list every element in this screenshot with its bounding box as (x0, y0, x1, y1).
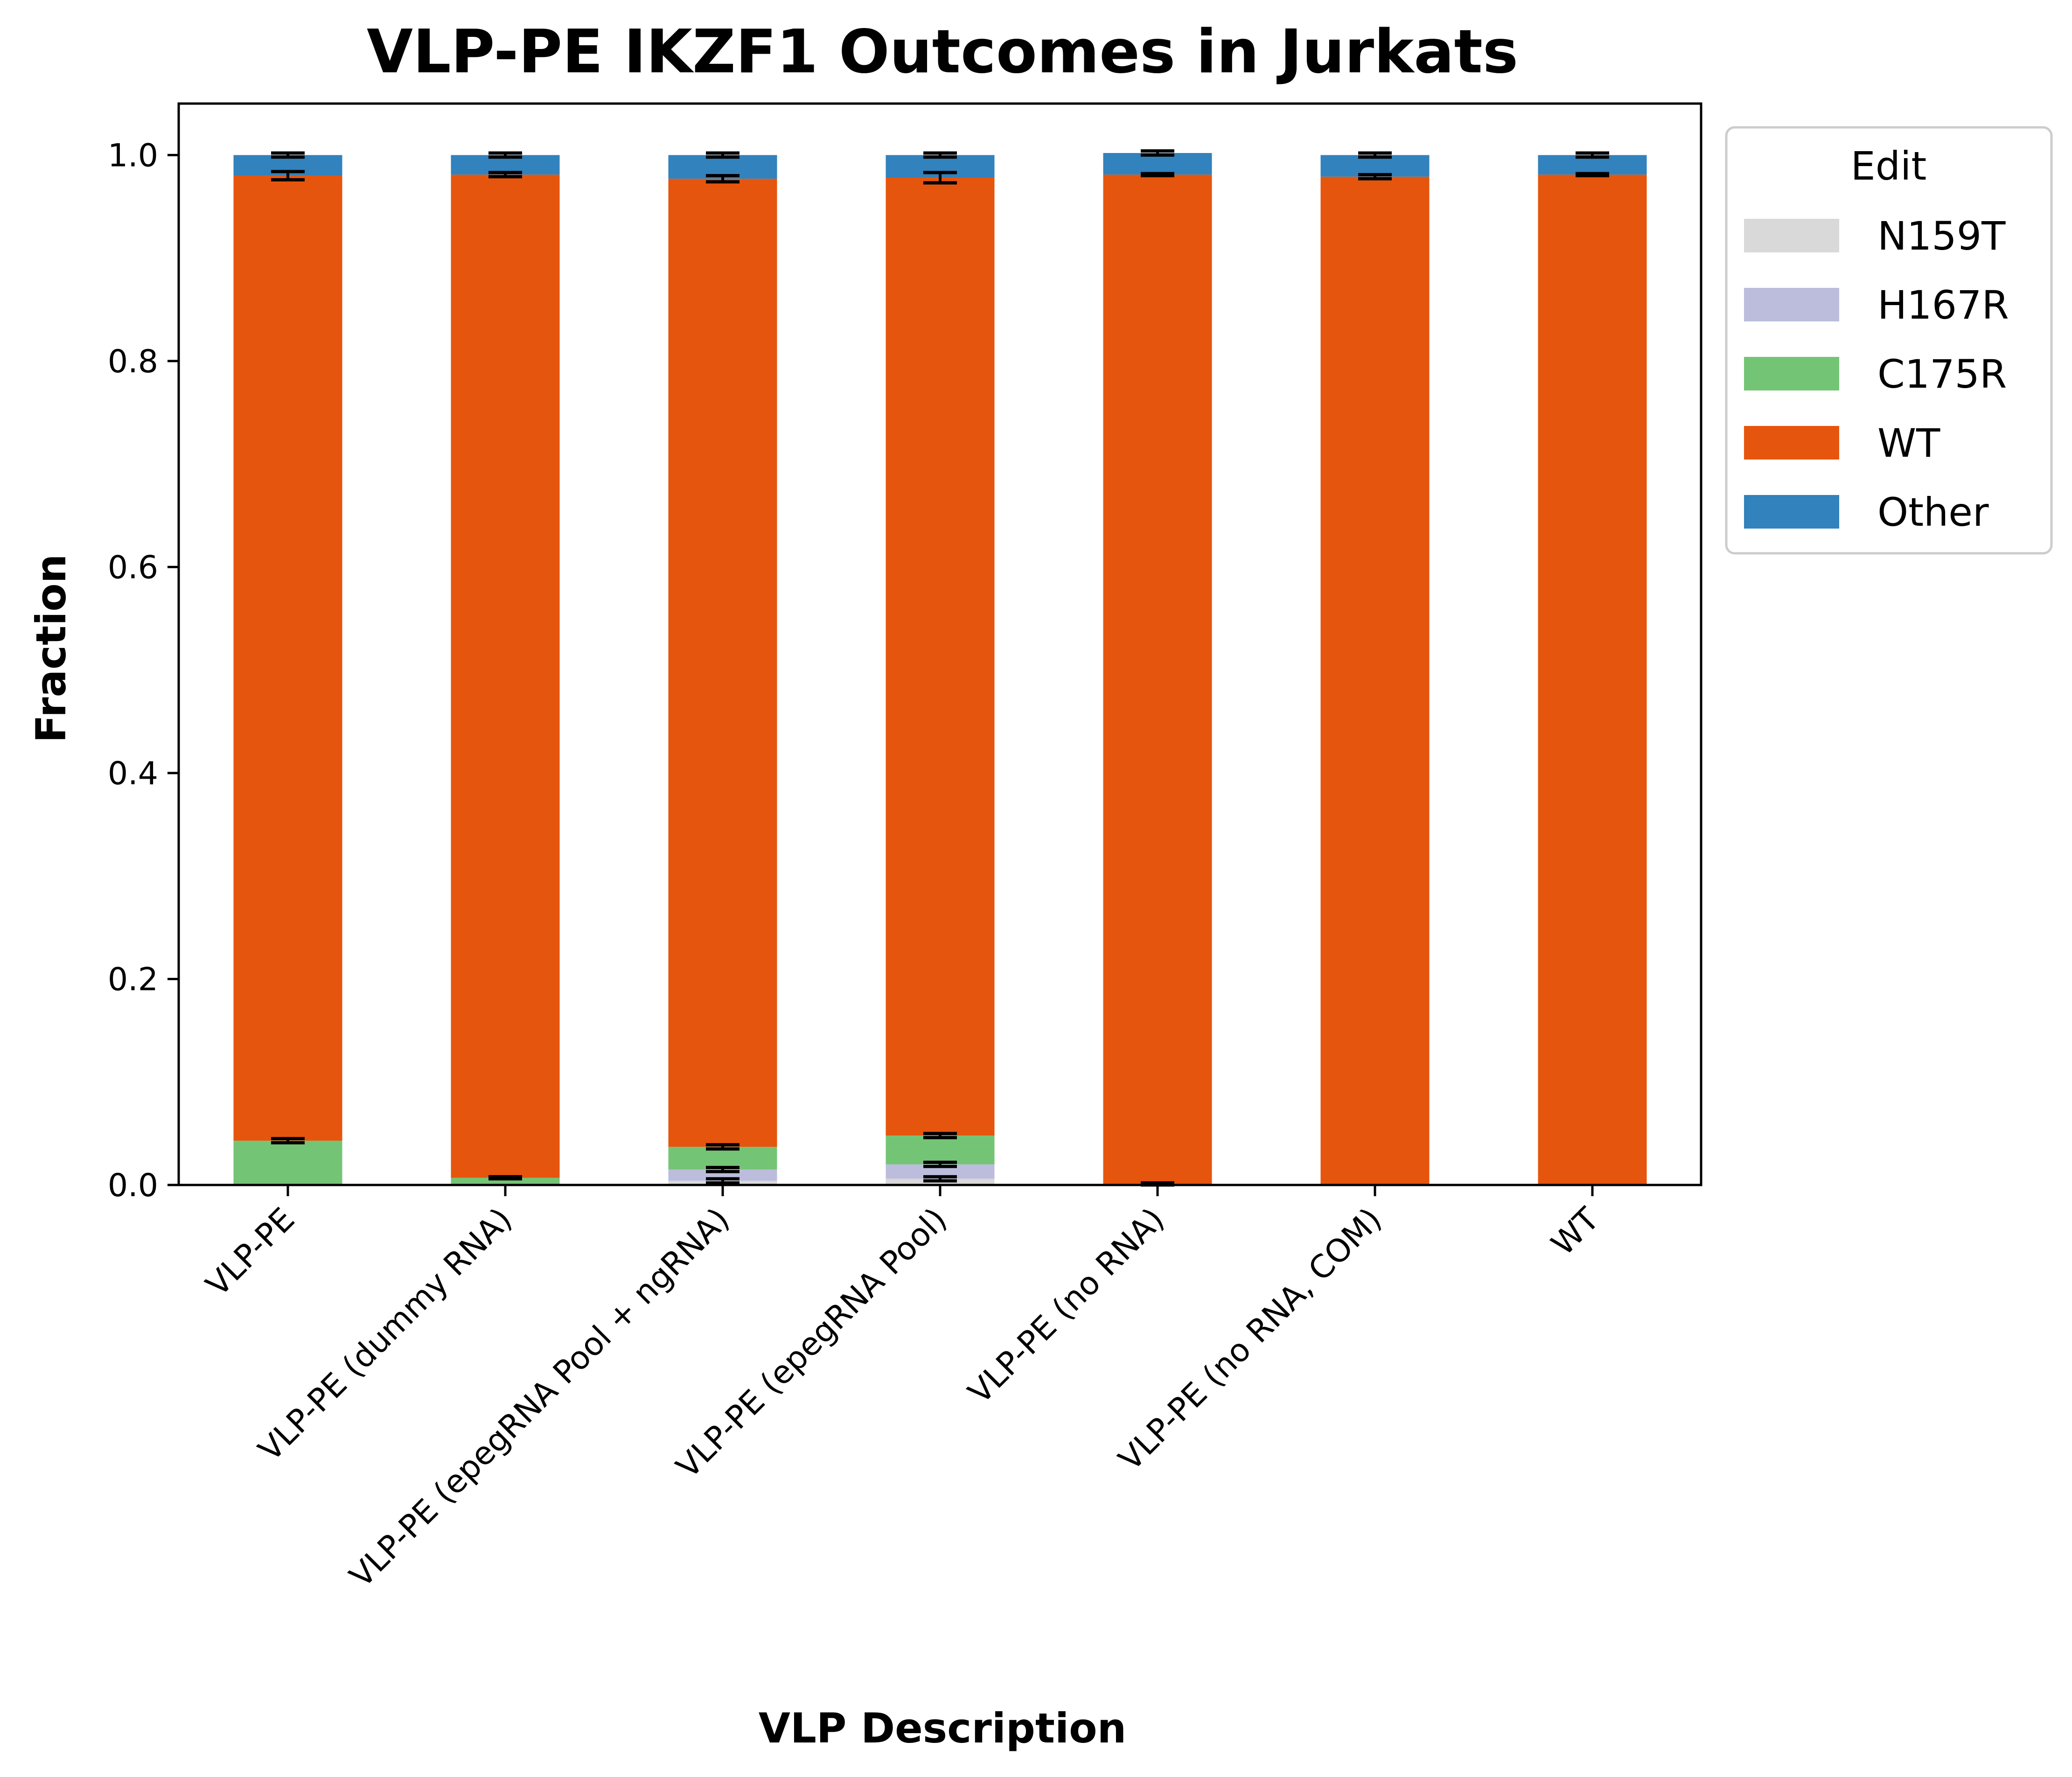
legend-label: N159T (1877, 213, 2006, 259)
y-tick-label: 1.0 (108, 137, 158, 174)
bar-wt-5 (1320, 176, 1430, 1185)
y-tick-label: 0.4 (108, 755, 158, 792)
y-axis: 0.0 0.2 0.4 0.6 0.8 1.0 (108, 137, 179, 1204)
bar-wt-6 (1538, 174, 1647, 1185)
error-bar-wt-6 (1576, 172, 1609, 178)
x-axis-label: VLP Description (759, 1704, 1126, 1752)
y-tick-label: 0.2 (108, 961, 158, 998)
error-bar-c175r-2 (706, 1143, 740, 1151)
bar-wt-1 (451, 174, 560, 1178)
error-bar-n159t-3 (923, 1175, 957, 1183)
bar-c175r-2 (668, 1147, 777, 1170)
legend-item-h167r: H167R (1744, 282, 2009, 328)
legend-item-c175r: C175R (1744, 351, 2007, 397)
legend-label: Other (1877, 489, 1989, 535)
bar-c175r-1 (451, 1178, 560, 1185)
bar-c175r-0 (233, 1141, 342, 1185)
error-bar-h167r-2 (706, 1165, 740, 1173)
error-bar-other-6 (1576, 151, 1609, 159)
error-bar-other-0 (271, 151, 305, 159)
error-bar-c175r-0 (271, 1137, 305, 1144)
error-bar-other-2 (706, 151, 740, 159)
y-tick-label: 0.6 (108, 549, 158, 586)
error-bars-layer (271, 149, 1609, 1187)
error-bar-wt-5 (1358, 173, 1392, 181)
bar-wt-2 (668, 179, 777, 1147)
legend-title: Edit (1851, 143, 1927, 189)
legend-item-other: Other (1744, 489, 1989, 535)
error-bar-h167r-3 (923, 1160, 957, 1168)
error-bar-wt-4 (1141, 172, 1174, 178)
error-bar-c175r-1 (488, 1175, 522, 1181)
error-bar-other-4 (1141, 149, 1174, 157)
legend-swatch (1744, 288, 1839, 321)
legend-item-n159t: N159T (1744, 213, 2006, 259)
legend-swatch (1744, 357, 1839, 390)
chart-title: VLP-PE IKZF1 Outcomes in Jurkats (367, 17, 1518, 87)
y-tick-label: 0.0 (108, 1167, 158, 1204)
legend: Edit N159T H167R C175R WT Other (1725, 126, 2053, 555)
bar-wt-4 (1103, 174, 1212, 1184)
legend-items: N159T H167R C175R WT Other (1744, 213, 2009, 535)
error-bar-c175r-3 (923, 1132, 957, 1139)
y-tick-label: 0.8 (108, 343, 158, 380)
bar-c175r-3 (886, 1136, 995, 1164)
legend-label: C175R (1877, 351, 2007, 397)
y-axis-label: Fraction (27, 554, 75, 743)
legend-item-wt: WT (1744, 420, 1940, 466)
legend-label: WT (1877, 420, 1940, 466)
legend-swatch (1744, 426, 1839, 460)
legend-label: H167R (1877, 282, 2009, 328)
error-bar-other-3 (923, 151, 957, 159)
legend-swatch (1744, 495, 1839, 529)
bar-wt-3 (886, 177, 995, 1136)
error-bar-wt-1 (488, 171, 522, 179)
bars-layer (233, 153, 1647, 1185)
error-bar-n159t-2 (706, 1177, 740, 1185)
error-bar-wt-3 (923, 171, 957, 185)
error-bar-other-5 (1358, 151, 1392, 159)
error-bar-wt-0 (271, 170, 305, 181)
error-bar-other-1 (488, 151, 522, 159)
bar-wt-0 (233, 175, 342, 1141)
legend-swatch (1744, 219, 1839, 252)
error-bar-wt-2 (706, 174, 740, 184)
